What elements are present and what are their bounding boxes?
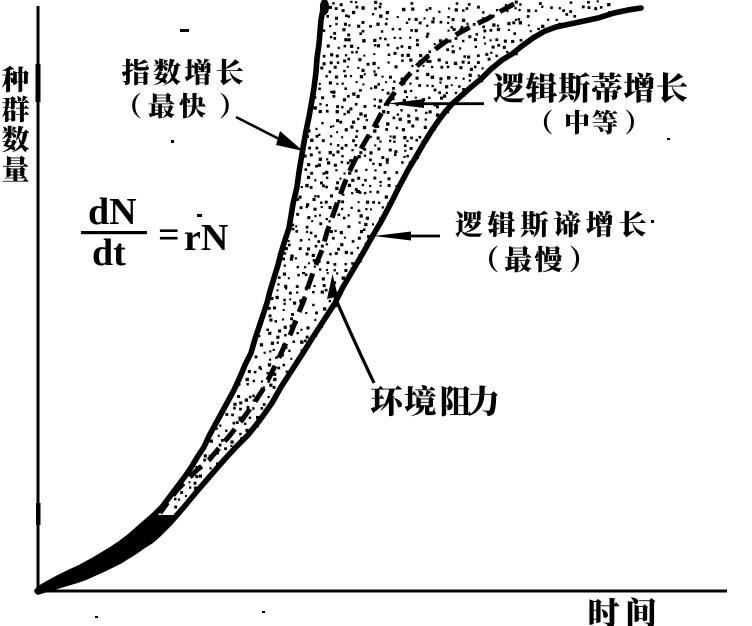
svg-text:dN: dN xyxy=(88,191,137,233)
svg-text:=: = xyxy=(158,214,180,256)
svg-text:dt: dt xyxy=(92,232,126,274)
svg-text:rN: rN xyxy=(184,217,228,259)
